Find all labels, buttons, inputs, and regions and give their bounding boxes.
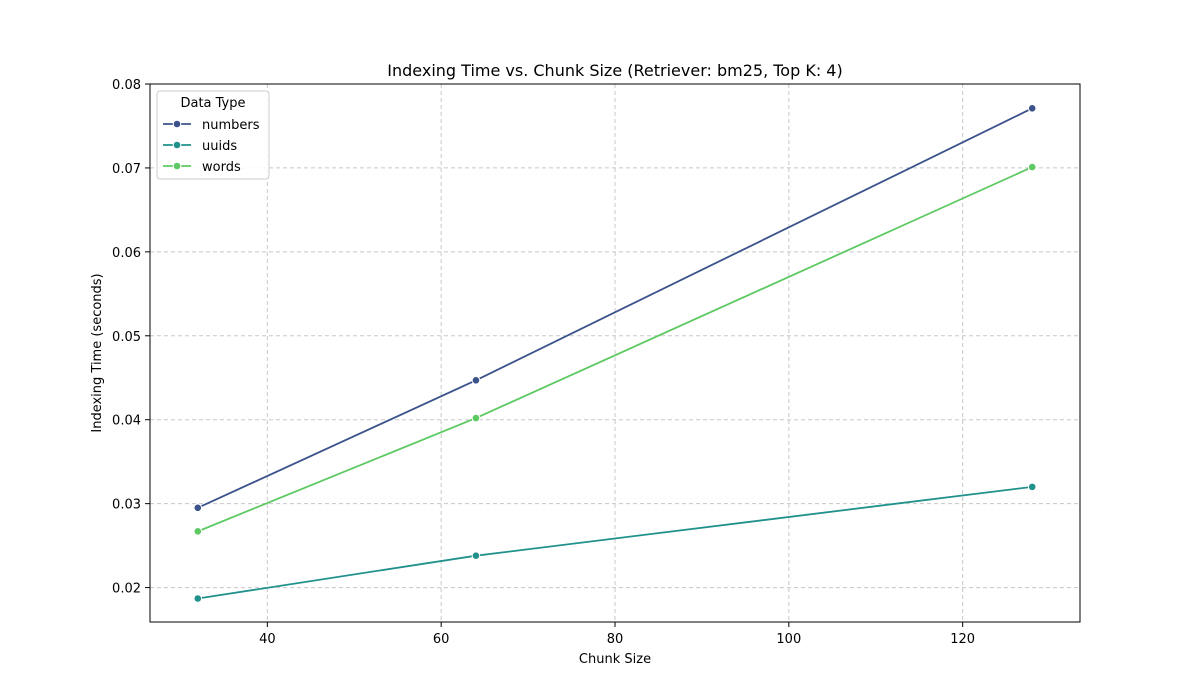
legend-swatch-marker-words bbox=[172, 161, 182, 171]
y-tick-label: 0.07 bbox=[112, 162, 141, 177]
x-tick-label: 100 bbox=[776, 632, 801, 647]
legend-box bbox=[156, 90, 270, 180]
x-tick-label: 80 bbox=[607, 632, 624, 647]
y-axis-label: Indexing Time (seconds) bbox=[90, 273, 105, 432]
data-point-uuids bbox=[193, 594, 203, 603]
legend-items: numbers uuids words bbox=[163, 118, 260, 175]
data-point-words bbox=[1027, 162, 1037, 172]
data-point-uuids bbox=[471, 551, 481, 560]
data-point-words bbox=[193, 527, 203, 536]
y-tick-label: 0.08 bbox=[112, 78, 141, 93]
legend: Data Type numbers uuids words bbox=[156, 90, 270, 180]
grid-layer bbox=[150, 83, 1080, 622]
y-tick-label: 0.04 bbox=[112, 414, 141, 429]
data-point-uuids bbox=[1027, 482, 1037, 492]
legend-swatch-marker-numbers bbox=[172, 119, 182, 129]
legend-label-uuids: uuids bbox=[202, 139, 237, 154]
x-axis-label: Chunk Size bbox=[579, 652, 651, 667]
y-tick-label: 0.05 bbox=[112, 330, 141, 345]
legend-title: Data Type bbox=[180, 96, 245, 111]
x-tick-label: 40 bbox=[259, 632, 276, 647]
chart-title: Indexing Time vs. Chunk Size (Retriever:… bbox=[387, 61, 842, 80]
legend-label-numbers: numbers bbox=[202, 118, 260, 133]
data-point-numbers bbox=[471, 375, 481, 385]
y-tick-label: 0.02 bbox=[112, 582, 141, 597]
y-tick-label: 0.06 bbox=[112, 246, 141, 261]
data-point-numbers bbox=[1027, 104, 1037, 113]
y-tick-label: 0.03 bbox=[112, 498, 141, 513]
legend-label-words: words bbox=[202, 160, 241, 175]
data-point-words bbox=[471, 413, 481, 423]
data-point-numbers bbox=[193, 503, 203, 513]
series-layer bbox=[193, 104, 1037, 603]
x-tick-label: 120 bbox=[950, 632, 975, 647]
legend-swatch-marker-uuids bbox=[172, 140, 182, 150]
tick-layer: 40 60 80 100 120 0.02 0.03 0.04 0.05 0.06 0.07 0.08 bbox=[112, 78, 975, 647]
x-tick-label: 60 bbox=[433, 632, 450, 647]
